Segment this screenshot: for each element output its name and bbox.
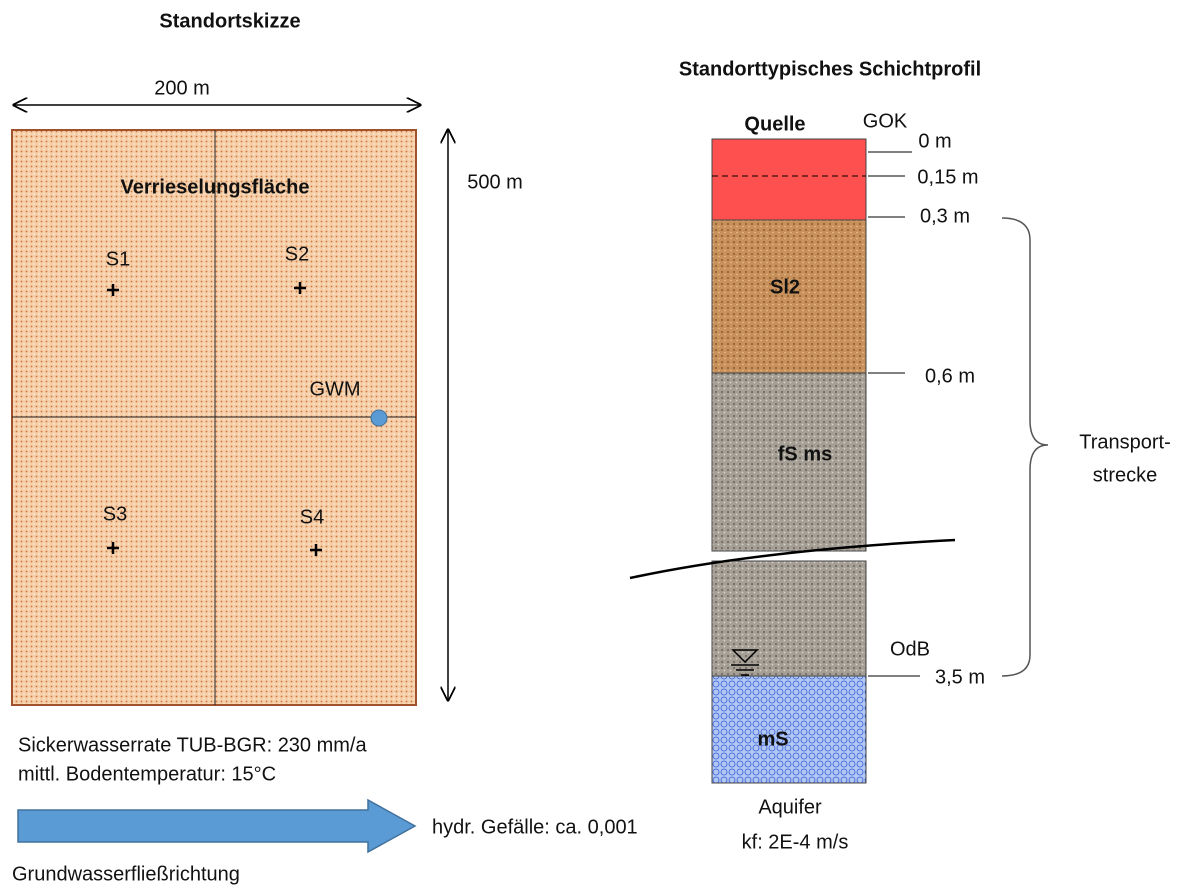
odb-label: OdB	[890, 638, 930, 660]
point-label: S1	[106, 248, 130, 270]
point-label: S4	[300, 506, 324, 528]
transport-label: strecke	[1093, 464, 1157, 486]
layer-label: mS	[757, 728, 788, 750]
brace	[1001, 217, 1049, 677]
water-table	[731, 649, 759, 676]
height-label: 500 m	[467, 171, 523, 193]
break-line	[629, 538, 956, 580]
point-label: S2	[285, 243, 309, 265]
crosses	[107, 282, 322, 556]
well	[370, 409, 388, 427]
depth-ticks	[868, 151, 920, 677]
width-label: 200 m	[154, 77, 210, 99]
profile: Standorttypisches Schichtprofil Quelle G…	[629, 58, 1171, 853]
well-label: GWM	[309, 378, 360, 400]
aquifer-label: Aquifer	[758, 796, 822, 818]
layer-label: Sl2	[770, 276, 800, 298]
surface-label: GOK	[863, 110, 908, 132]
point-label: S3	[103, 503, 127, 525]
layer	[711, 219, 867, 374]
site-sketch: Standortskizze 200 m Verrieselungsfläche…	[11, 10, 523, 706]
layer	[711, 560, 867, 677]
flow-arrow	[17, 798, 417, 854]
info: hydr. Gefälle: ca. 0,001	[432, 816, 638, 838]
source-label: Quelle	[744, 113, 805, 135]
depth-label: 0,15 m	[917, 166, 978, 188]
area-label: Verrieselungsfläche	[121, 176, 310, 198]
depth-label: 3,5 m	[935, 666, 985, 688]
depth-label: 0,6 m	[925, 365, 975, 387]
transport-label: Transport-	[1079, 431, 1171, 453]
info: Sickerwasserrate TUB-BGR: 230 mm/a	[18, 734, 367, 756]
title: Standorttypisches Schichtprofil	[679, 58, 981, 80]
depth-label: 0,3 m	[920, 205, 970, 227]
info: mittl. Bodentemperatur: 15°C	[18, 763, 276, 785]
title: Standortskizze	[159, 10, 300, 32]
depth-label: 0 m	[918, 130, 951, 152]
layer	[711, 138, 867, 221]
layer	[711, 675, 867, 784]
layer	[711, 372, 867, 552]
kf-label: kf: 2E-4 m/s	[742, 831, 849, 853]
layer-label: fS ms	[778, 443, 832, 465]
info: Grundwasserfließrichtung	[12, 863, 240, 885]
site-info: Sickerwasserrate TUB-BGR: 230 mm/a mittl…	[12, 734, 638, 885]
